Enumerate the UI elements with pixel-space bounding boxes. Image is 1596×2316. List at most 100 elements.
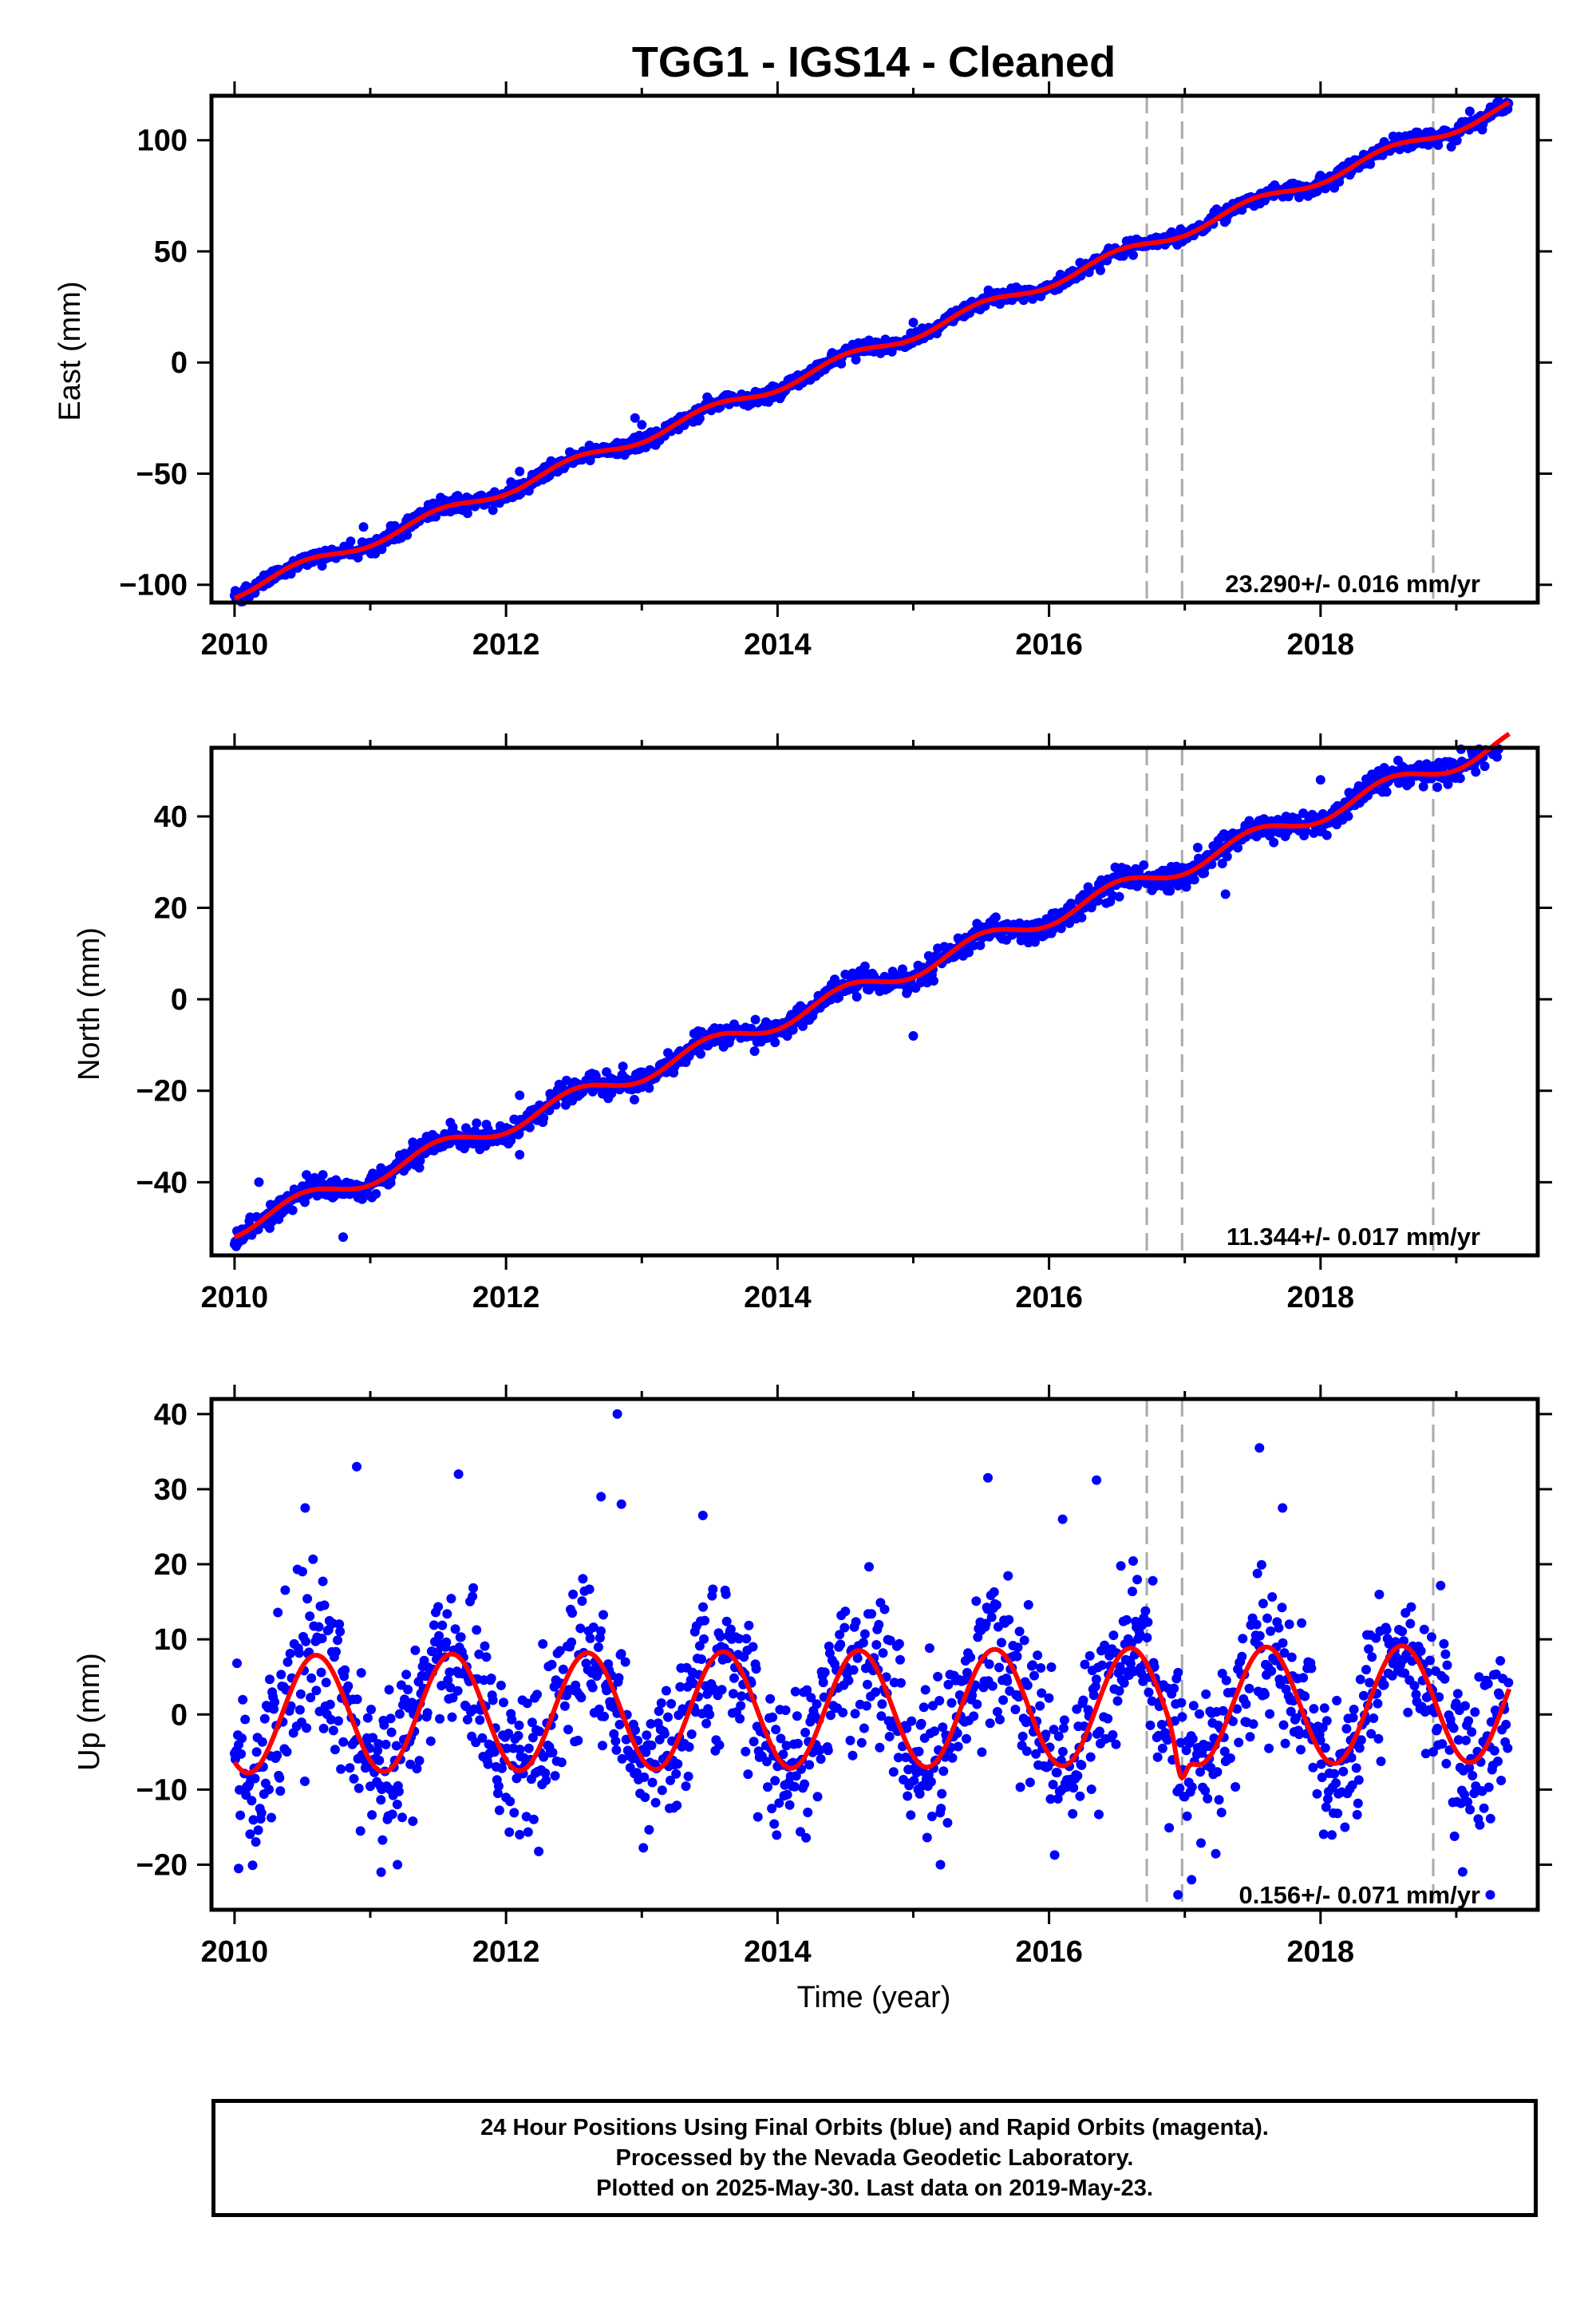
data-point [441,1637,452,1647]
data-point [936,1804,946,1814]
x-tick-label: 2014 [744,628,812,662]
x-tick-label: 2010 [201,628,269,662]
data-point [922,1832,932,1843]
data-point [1085,1752,1096,1762]
data-point [729,1673,739,1683]
data-point [800,1727,811,1737]
data-point [1086,1784,1096,1794]
data-point-outlier [612,1409,622,1419]
data-point [736,1701,746,1711]
data-point [559,1701,570,1711]
data-point [308,1554,318,1564]
y-tick-label: −20 [136,1075,188,1109]
x-tick-label: 2012 [472,1281,540,1314]
data-point [285,1649,295,1658]
data-point [1044,1693,1054,1703]
data-point-outlier [983,1472,993,1483]
data-point [1028,1660,1037,1670]
data-point [374,1755,385,1765]
data-point [947,1753,958,1763]
data-point [1333,1808,1343,1819]
data-point [362,1713,373,1723]
data-point-outlier [616,1499,626,1509]
y-tick-label: −100 [119,569,188,603]
data-point [847,1750,858,1761]
data-point-outlier [1187,1875,1197,1885]
data-point [1256,1559,1266,1570]
data-point [276,1670,286,1680]
data-point [875,1742,885,1753]
data-point-outlier [358,522,369,532]
data-point [1128,1556,1138,1566]
y-tick-label: 0 [171,346,188,380]
data-point [1017,1731,1028,1741]
data-point [1152,1752,1163,1762]
data-point [1108,1729,1118,1740]
data-point [541,1775,551,1785]
data-point [596,1626,606,1636]
data-point [743,1769,753,1780]
data-point [402,530,413,540]
data-point-outlier [1464,106,1475,117]
data-point [331,1646,341,1657]
data-point [1214,1795,1224,1805]
data-point [397,1812,407,1823]
data-point [1284,1619,1294,1630]
data-point [977,1747,987,1757]
data-point [493,1781,504,1792]
data-point [1503,1743,1513,1753]
data-point [1048,1780,1058,1790]
data-point [903,1791,913,1801]
data-point [1035,1701,1045,1711]
data-point [556,1757,567,1768]
data-point [1376,1757,1386,1766]
data-point [650,1797,661,1808]
data-point [792,1711,802,1721]
data-point [998,1695,1009,1705]
data-point [1439,1638,1449,1649]
data-point [1361,1665,1371,1675]
data-point [301,1636,311,1646]
data-point [962,1733,971,1744]
data-point [294,1705,305,1715]
data-point [737,1691,747,1701]
data-point [906,1810,916,1820]
data-point [852,1653,863,1663]
data-point [275,1773,285,1783]
data-point [381,1739,391,1749]
data-point [488,505,498,516]
data-point [568,1589,579,1599]
data-point [1379,1680,1389,1690]
data-point [1116,1561,1126,1571]
data-point [318,1723,329,1733]
data-point [859,1723,869,1733]
data-point [1212,1767,1223,1777]
data-point [442,1609,452,1619]
data-point [408,1816,418,1826]
data-point [302,1594,313,1604]
data-point [232,1658,242,1669]
data-point [1069,1783,1079,1793]
data-point [1489,1745,1499,1756]
data-point [247,1860,258,1871]
data-point [462,508,472,519]
data-point [1436,1580,1446,1591]
data-point [321,1678,331,1688]
data-point [1373,1698,1383,1709]
data-point [741,1746,751,1757]
data-point [966,1652,976,1662]
data-point [1052,1768,1062,1778]
data-point [433,1602,444,1612]
data-point [874,1619,884,1630]
data-point [384,1685,394,1695]
data-point [1266,1666,1277,1676]
data-point [1111,1739,1121,1749]
data-point [1332,1695,1342,1705]
data-point [1327,1830,1337,1840]
data-point [750,1014,760,1025]
data-point [251,1747,262,1757]
data-point [316,1667,326,1678]
data-point [265,1674,275,1685]
data-point [884,1732,895,1741]
